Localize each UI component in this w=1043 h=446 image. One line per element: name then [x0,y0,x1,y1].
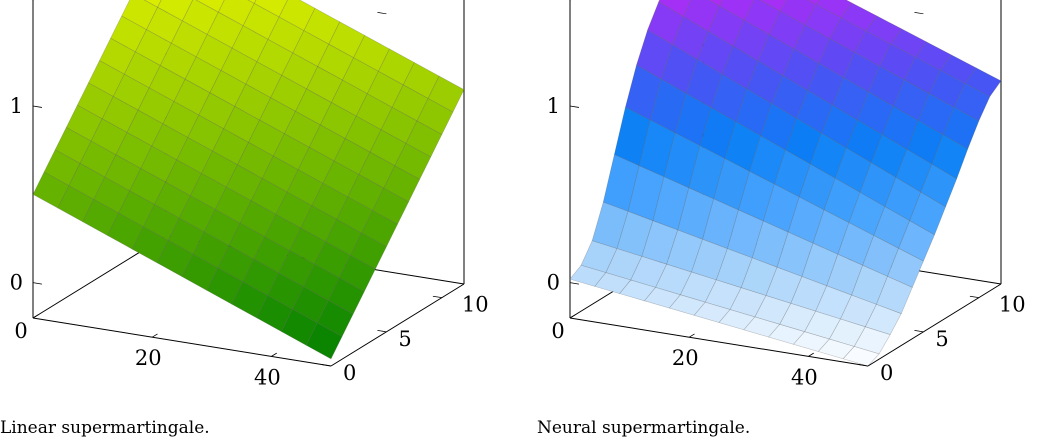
surface-facet [316,299,354,337]
x-tick-1 [688,333,695,338]
surface-facet [759,0,787,12]
chart-panel-0: 0 20 40 0 5 10 0 1 [10,0,489,389]
surface-facet [339,255,376,293]
x-tick-0 [569,314,576,319]
surface-facet [247,0,257,4]
surface-facet [708,0,723,7]
surface-facet [964,67,1002,97]
y-tick-0 [858,364,869,367]
axis-edge-x-front [32,317,332,367]
y-tick-label-1: 5 [935,327,948,351]
y-tick-1 [377,329,387,333]
y-tick-2 [432,295,442,299]
z-tick-label-1: 1 [10,94,23,118]
surface-facet [372,187,409,225]
chart-panel-1: 0 20 40 0 5 10 0 1 [547,0,1026,389]
y-tick-label-0: 0 [343,361,356,385]
y-tick-2 [969,295,979,299]
surface-facet [864,304,902,336]
y-tick-1 [914,329,924,333]
x-tick-label-1: 20 [135,346,162,370]
caption-linear: Linear supermartingale. [0,418,210,438]
surface-facet [416,98,454,135]
surface-1 [569,0,1002,367]
surface-facet [305,322,343,360]
surface-facet [405,120,443,158]
x-tick-label-2: 40 [791,365,818,389]
y-tick-label-1: 5 [398,327,411,351]
x-tick-label-2: 40 [254,365,281,389]
y-tick-back-1 [914,12,924,15]
x-tick-1 [151,333,158,338]
caption-neural: Neural supermartingale. [537,418,751,438]
x-tick-label-0: 0 [551,319,564,343]
x-tick-2 [808,352,814,357]
x-tick-label-0: 0 [14,319,27,343]
x-tick-0 [32,314,39,319]
surface-facet [842,346,880,367]
surface-facet [931,134,969,180]
z-tick-1 [32,105,43,108]
z-tick-1 [569,105,580,108]
y-tick-back-1 [377,12,387,15]
surface-facet [898,220,935,262]
x-tick-label-1: 20 [672,346,699,370]
z-tick-label-0: 0 [10,271,23,295]
y-tick-label-2: 10 [999,293,1026,317]
y-tick-label-0: 0 [880,361,893,385]
axis-edge-x-front [569,317,869,367]
surface-facet [143,0,162,8]
y-tick-label-2: 10 [462,293,489,317]
y-tick-0 [321,364,332,367]
surface-facet [350,232,387,270]
z-tick-label-0: 0 [547,271,560,295]
surface-facet [942,106,980,150]
z-tick-0 [32,282,43,285]
surface-facet [253,0,288,18]
z-tick-0 [569,282,580,285]
z-tick-label-1: 1 [547,94,560,118]
surface-facet [383,165,421,203]
surface-0 [32,0,465,360]
surface-facet [195,0,225,13]
x-tick-2 [271,352,277,357]
